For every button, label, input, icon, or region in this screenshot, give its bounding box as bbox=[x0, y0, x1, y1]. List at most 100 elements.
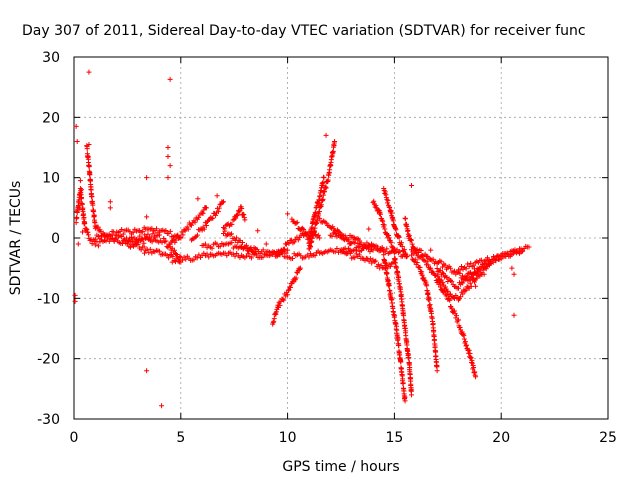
data-point bbox=[201, 226, 207, 232]
data-point bbox=[419, 269, 425, 275]
data-point bbox=[285, 247, 291, 253]
data-point bbox=[380, 218, 386, 224]
data-point bbox=[388, 240, 394, 246]
data-point bbox=[396, 233, 402, 239]
data-point bbox=[127, 244, 133, 250]
data-point bbox=[398, 291, 404, 297]
data-point bbox=[163, 238, 169, 244]
y-tick-label: 30 bbox=[42, 50, 60, 66]
data-point bbox=[383, 192, 389, 198]
data-point bbox=[191, 257, 197, 263]
data-point-outlier bbox=[167, 163, 173, 169]
data-point bbox=[386, 204, 392, 210]
data-point-outlier bbox=[509, 265, 515, 271]
data-point bbox=[386, 235, 392, 241]
data-point bbox=[381, 247, 387, 253]
data-point bbox=[216, 205, 222, 211]
data-point bbox=[461, 333, 467, 339]
y-tick-label: 20 bbox=[42, 110, 60, 126]
data-point bbox=[203, 223, 209, 229]
data-point-outlier bbox=[167, 76, 173, 82]
data-point bbox=[332, 249, 338, 255]
data-point bbox=[382, 189, 388, 195]
data-point bbox=[341, 246, 347, 252]
data-point bbox=[384, 246, 390, 252]
data-point bbox=[466, 347, 472, 353]
data-point bbox=[428, 265, 434, 271]
data-point bbox=[281, 246, 287, 252]
data-point bbox=[174, 252, 180, 258]
data-point bbox=[241, 212, 247, 218]
data-point bbox=[307, 240, 313, 246]
data-point bbox=[84, 146, 90, 152]
data-point bbox=[243, 242, 249, 248]
data-point-outlier bbox=[165, 145, 171, 150]
data-point-outlier bbox=[285, 211, 291, 217]
data-point bbox=[462, 276, 468, 282]
data-point bbox=[461, 336, 467, 342]
data-point-outlier bbox=[86, 69, 92, 75]
data-point bbox=[83, 226, 89, 232]
data-point bbox=[430, 256, 436, 262]
data-point-outlier bbox=[107, 199, 113, 205]
data-point bbox=[478, 257, 484, 263]
data-point bbox=[370, 247, 376, 253]
data-point bbox=[119, 227, 125, 233]
data-point bbox=[440, 280, 446, 286]
data-point bbox=[87, 237, 93, 243]
data-point bbox=[273, 311, 279, 317]
data-point bbox=[455, 285, 461, 291]
data-point bbox=[471, 365, 477, 371]
data-point bbox=[384, 200, 390, 206]
data-point bbox=[106, 238, 112, 244]
y-tick-label: -30 bbox=[37, 412, 60, 428]
data-point bbox=[495, 253, 501, 259]
data-point bbox=[235, 212, 241, 218]
data-point bbox=[301, 226, 307, 232]
data-point bbox=[297, 265, 303, 271]
data-point bbox=[260, 254, 266, 260]
x-tick-label: 15 bbox=[385, 430, 403, 446]
data-point bbox=[385, 198, 391, 204]
data-point bbox=[445, 288, 451, 294]
data-point bbox=[398, 359, 404, 365]
data-point bbox=[399, 244, 405, 250]
data-point bbox=[250, 249, 256, 255]
data-point bbox=[162, 239, 168, 245]
data-point-outlier bbox=[141, 250, 147, 256]
data-point bbox=[473, 374, 479, 380]
data-point-outlier bbox=[511, 312, 517, 318]
data-point bbox=[332, 231, 338, 237]
data-point bbox=[172, 251, 178, 257]
data-point bbox=[381, 252, 387, 258]
data-point bbox=[308, 243, 314, 249]
data-point bbox=[86, 163, 92, 169]
data-point bbox=[463, 276, 469, 282]
data-point bbox=[480, 261, 486, 267]
data-point bbox=[424, 258, 430, 264]
data-point bbox=[332, 138, 338, 144]
data-point bbox=[449, 279, 455, 285]
data-point-outlier bbox=[428, 247, 434, 253]
data-point bbox=[171, 236, 177, 242]
data-point bbox=[391, 246, 397, 252]
data-point bbox=[470, 271, 476, 277]
data-point bbox=[194, 255, 200, 261]
data-point bbox=[312, 253, 318, 259]
data-point-outlier bbox=[408, 183, 414, 189]
data-point bbox=[382, 226, 388, 232]
data-point-outlier bbox=[195, 196, 201, 202]
data-point bbox=[439, 270, 445, 276]
data-point bbox=[89, 194, 95, 200]
data-point bbox=[318, 202, 324, 208]
data-point bbox=[174, 256, 180, 262]
data-point bbox=[385, 232, 391, 238]
data-point bbox=[280, 297, 286, 303]
data-point bbox=[290, 255, 296, 261]
data-point-outlier bbox=[323, 132, 329, 138]
data-point bbox=[277, 302, 283, 308]
data-point-outlier bbox=[76, 205, 82, 211]
data-point bbox=[167, 228, 173, 234]
data-point bbox=[84, 227, 90, 233]
data-point bbox=[180, 232, 186, 238]
